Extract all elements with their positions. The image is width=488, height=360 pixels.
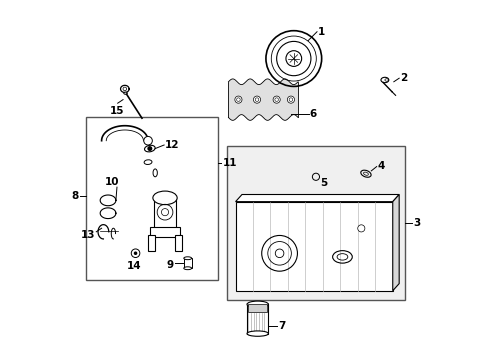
Bar — [85, 117, 217, 280]
Text: 9: 9 — [166, 260, 173, 270]
Text: 5: 5 — [320, 178, 327, 188]
Ellipse shape — [380, 77, 388, 83]
Circle shape — [234, 96, 242, 103]
Bar — [246, 304, 268, 334]
Ellipse shape — [246, 301, 268, 307]
Text: 4: 4 — [377, 161, 385, 171]
Ellipse shape — [123, 92, 127, 94]
Text: 3: 3 — [413, 218, 420, 228]
Circle shape — [134, 251, 137, 255]
Circle shape — [287, 96, 294, 103]
Circle shape — [357, 225, 364, 232]
Text: 15: 15 — [109, 106, 124, 116]
Bar — [226, 146, 405, 300]
Text: 12: 12 — [165, 140, 179, 150]
Circle shape — [272, 96, 280, 103]
Ellipse shape — [183, 267, 191, 270]
Bar — [247, 304, 267, 312]
Polygon shape — [235, 194, 398, 202]
Text: 7: 7 — [278, 320, 285, 330]
Ellipse shape — [183, 257, 191, 260]
Bar — [149, 227, 180, 237]
Circle shape — [285, 51, 301, 66]
Polygon shape — [392, 194, 398, 291]
Circle shape — [253, 96, 260, 103]
Circle shape — [143, 136, 152, 145]
Bar — [154, 198, 176, 230]
Text: 8: 8 — [72, 190, 79, 201]
Bar — [148, 235, 155, 251]
Circle shape — [275, 249, 284, 258]
Text: 1: 1 — [317, 27, 325, 37]
Text: 11: 11 — [222, 158, 236, 168]
Bar — [235, 202, 392, 291]
Text: 2: 2 — [400, 73, 407, 83]
Text: 10: 10 — [104, 177, 119, 187]
Text: 13: 13 — [81, 230, 95, 240]
Ellipse shape — [246, 331, 268, 336]
Bar — [183, 258, 191, 268]
Bar — [175, 235, 182, 251]
Text: 6: 6 — [309, 109, 317, 119]
Text: 14: 14 — [126, 261, 141, 271]
Circle shape — [147, 146, 152, 151]
Ellipse shape — [153, 191, 177, 204]
